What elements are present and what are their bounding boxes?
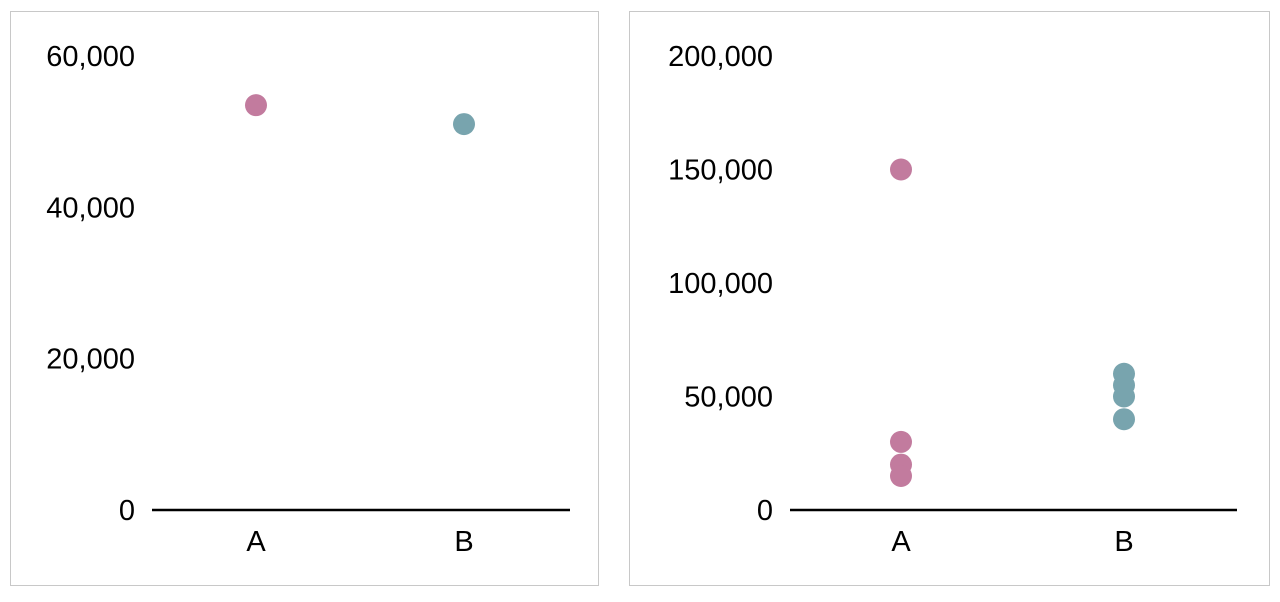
right-point-b	[1113, 385, 1135, 408]
left-point-a	[245, 94, 267, 117]
right-chart-panel: 0 50,000 100,000 150,000 200,000 A B	[629, 11, 1270, 586]
left-chart-panel: 0 20,000 40,000 60,000 A B	[10, 11, 599, 586]
right-y-tick-label: 150,000	[668, 155, 773, 187]
right-x-tick-label: A	[891, 526, 911, 558]
right-chart: 0 50,000 100,000 150,000 200,000 A B	[668, 41, 1237, 558]
left-point-b	[453, 113, 475, 136]
right-point-a	[890, 464, 912, 487]
right-point-a	[890, 158, 912, 181]
left-y-tick-label: 40,000	[46, 192, 135, 224]
left-chart: 0 20,000 40,000 60,000 A B	[46, 41, 570, 558]
left-y-tick-label: 20,000	[46, 344, 135, 376]
right-y-tick-label: 0	[757, 495, 773, 527]
left-x-tick-label: B	[454, 526, 473, 558]
right-point-a	[890, 430, 912, 453]
left-y-tick-label: 0	[119, 495, 135, 527]
left-x-tick-label: A	[246, 526, 266, 558]
right-point-b	[1113, 408, 1135, 431]
right-y-tick-label: 200,000	[668, 41, 773, 73]
right-y-tick-label: 100,000	[668, 268, 773, 300]
right-y-tick-label: 50,000	[684, 382, 773, 414]
right-x-tick-label: B	[1114, 526, 1133, 558]
left-y-tick-label: 60,000	[46, 41, 135, 73]
